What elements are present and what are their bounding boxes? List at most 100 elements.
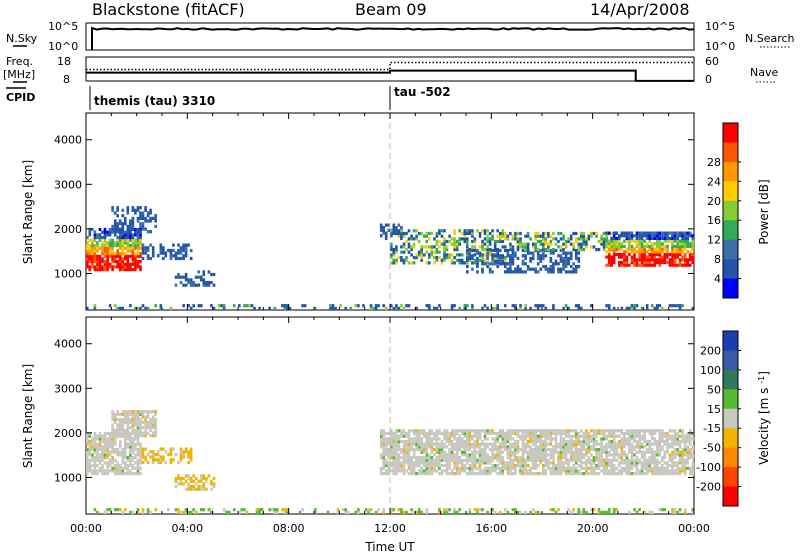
echo-cell: [491, 229, 494, 233]
echo-cell: [640, 242, 644, 246]
echo-cell: [524, 464, 527, 468]
echo-cell: [635, 510, 639, 514]
echo-cell: [136, 418, 140, 422]
echo-cell: [534, 234, 537, 238]
nave-trace: [86, 61, 694, 71]
echo-cell: [392, 248, 396, 252]
colorbar-segment: [723, 123, 738, 143]
echo-cell: [154, 412, 157, 416]
echo-cell: [661, 456, 664, 460]
echo-cell: [564, 453, 568, 457]
echo-cell: [661, 448, 664, 452]
echo-cell: [468, 448, 472, 452]
echo-cell: [686, 236, 689, 240]
echo-cell: [131, 448, 135, 452]
echo-cell: [458, 461, 461, 465]
echo-cell: [514, 469, 517, 473]
echo-cell: [438, 466, 441, 470]
echo-cell: [384, 442, 388, 446]
echo-cell: [422, 472, 426, 476]
echo-cell: [650, 448, 654, 452]
echo-cell: [557, 472, 560, 476]
echo-cell: [534, 439, 537, 444]
echo-cell: [440, 442, 444, 446]
echo-cell: [681, 263, 684, 267]
echo-cell: [656, 461, 659, 465]
echo-cell: [96, 244, 99, 248]
echo-cell: [146, 214, 150, 218]
echo-cell: [506, 267, 510, 271]
echo-cell: [187, 278, 190, 282]
echo-cell: [569, 234, 573, 238]
echo-cell: [450, 304, 454, 308]
echo-cell: [390, 508, 393, 512]
echo-cell: [118, 423, 122, 427]
echo-cell: [564, 259, 568, 263]
echo-cell: [141, 243, 145, 247]
echo-cell: [681, 231, 684, 235]
echo-cell: [111, 466, 114, 470]
echo-cell: [580, 231, 583, 236]
echo-cell: [103, 442, 107, 446]
echo-cell: [691, 453, 695, 457]
echo-cell: [501, 472, 505, 476]
echo-cell: [397, 448, 401, 452]
echo-cell: [516, 256, 520, 261]
echo-cell: [179, 479, 183, 483]
echo-cell: [683, 437, 687, 441]
echo-cell: [382, 450, 385, 454]
echo-cell: [131, 415, 135, 419]
echo-cell: [610, 260, 613, 265]
echo-cell: [93, 445, 97, 449]
echo-cell: [124, 442, 127, 446]
echo-cell: [134, 412, 137, 416]
echo-cell: [640, 461, 644, 465]
echo-cell: [108, 241, 112, 245]
echo-cell: [430, 458, 434, 462]
echo-cell: [126, 466, 130, 470]
echo-cell: [529, 450, 532, 454]
echo-cell: [585, 442, 588, 446]
echo-cell: [111, 458, 114, 462]
echo-cell: [683, 239, 687, 243]
echo-cell: [625, 258, 629, 262]
echo-cell: [428, 261, 431, 265]
echo-cell: [473, 445, 477, 449]
echo-cell: [668, 231, 672, 235]
echo-cell: [136, 246, 140, 250]
echo-cell: [435, 464, 439, 468]
echo-cell: [633, 429, 636, 433]
echo-cell: [562, 264, 565, 269]
echo-cell: [121, 257, 125, 261]
echo-cell: [671, 239, 674, 243]
echo-cell: [466, 251, 469, 255]
echo-cell: [189, 450, 193, 454]
echo-cell: [572, 456, 575, 460]
echo-cell: [615, 434, 619, 438]
echo-cell: [557, 267, 560, 271]
echo-cell: [582, 242, 586, 246]
echo-cell: [504, 264, 507, 269]
echo-cell: [691, 431, 695, 436]
echo-cell: [630, 445, 634, 449]
echo-cell: [678, 250, 682, 254]
echo-cell: [536, 304, 540, 308]
echo-cell: [129, 304, 132, 308]
echo-cell: [671, 510, 674, 514]
echo-cell: [678, 450, 682, 454]
echo-cell: [592, 445, 596, 449]
echo-cell: [392, 458, 396, 462]
echo-cell: [595, 458, 598, 462]
echo-cell: [91, 254, 94, 258]
colorbar-segment: [723, 369, 738, 390]
echo-cell: [245, 510, 249, 514]
echo-cell: [124, 235, 127, 240]
echo-cell: [491, 453, 494, 457]
echo-cell: [202, 474, 206, 478]
echo-cell: [151, 410, 155, 414]
echo-cell: [671, 466, 674, 470]
echo-cell: [496, 450, 499, 454]
echo-cell: [189, 256, 193, 261]
echo-cell: [440, 448, 444, 452]
echo-cell: [466, 248, 469, 253]
